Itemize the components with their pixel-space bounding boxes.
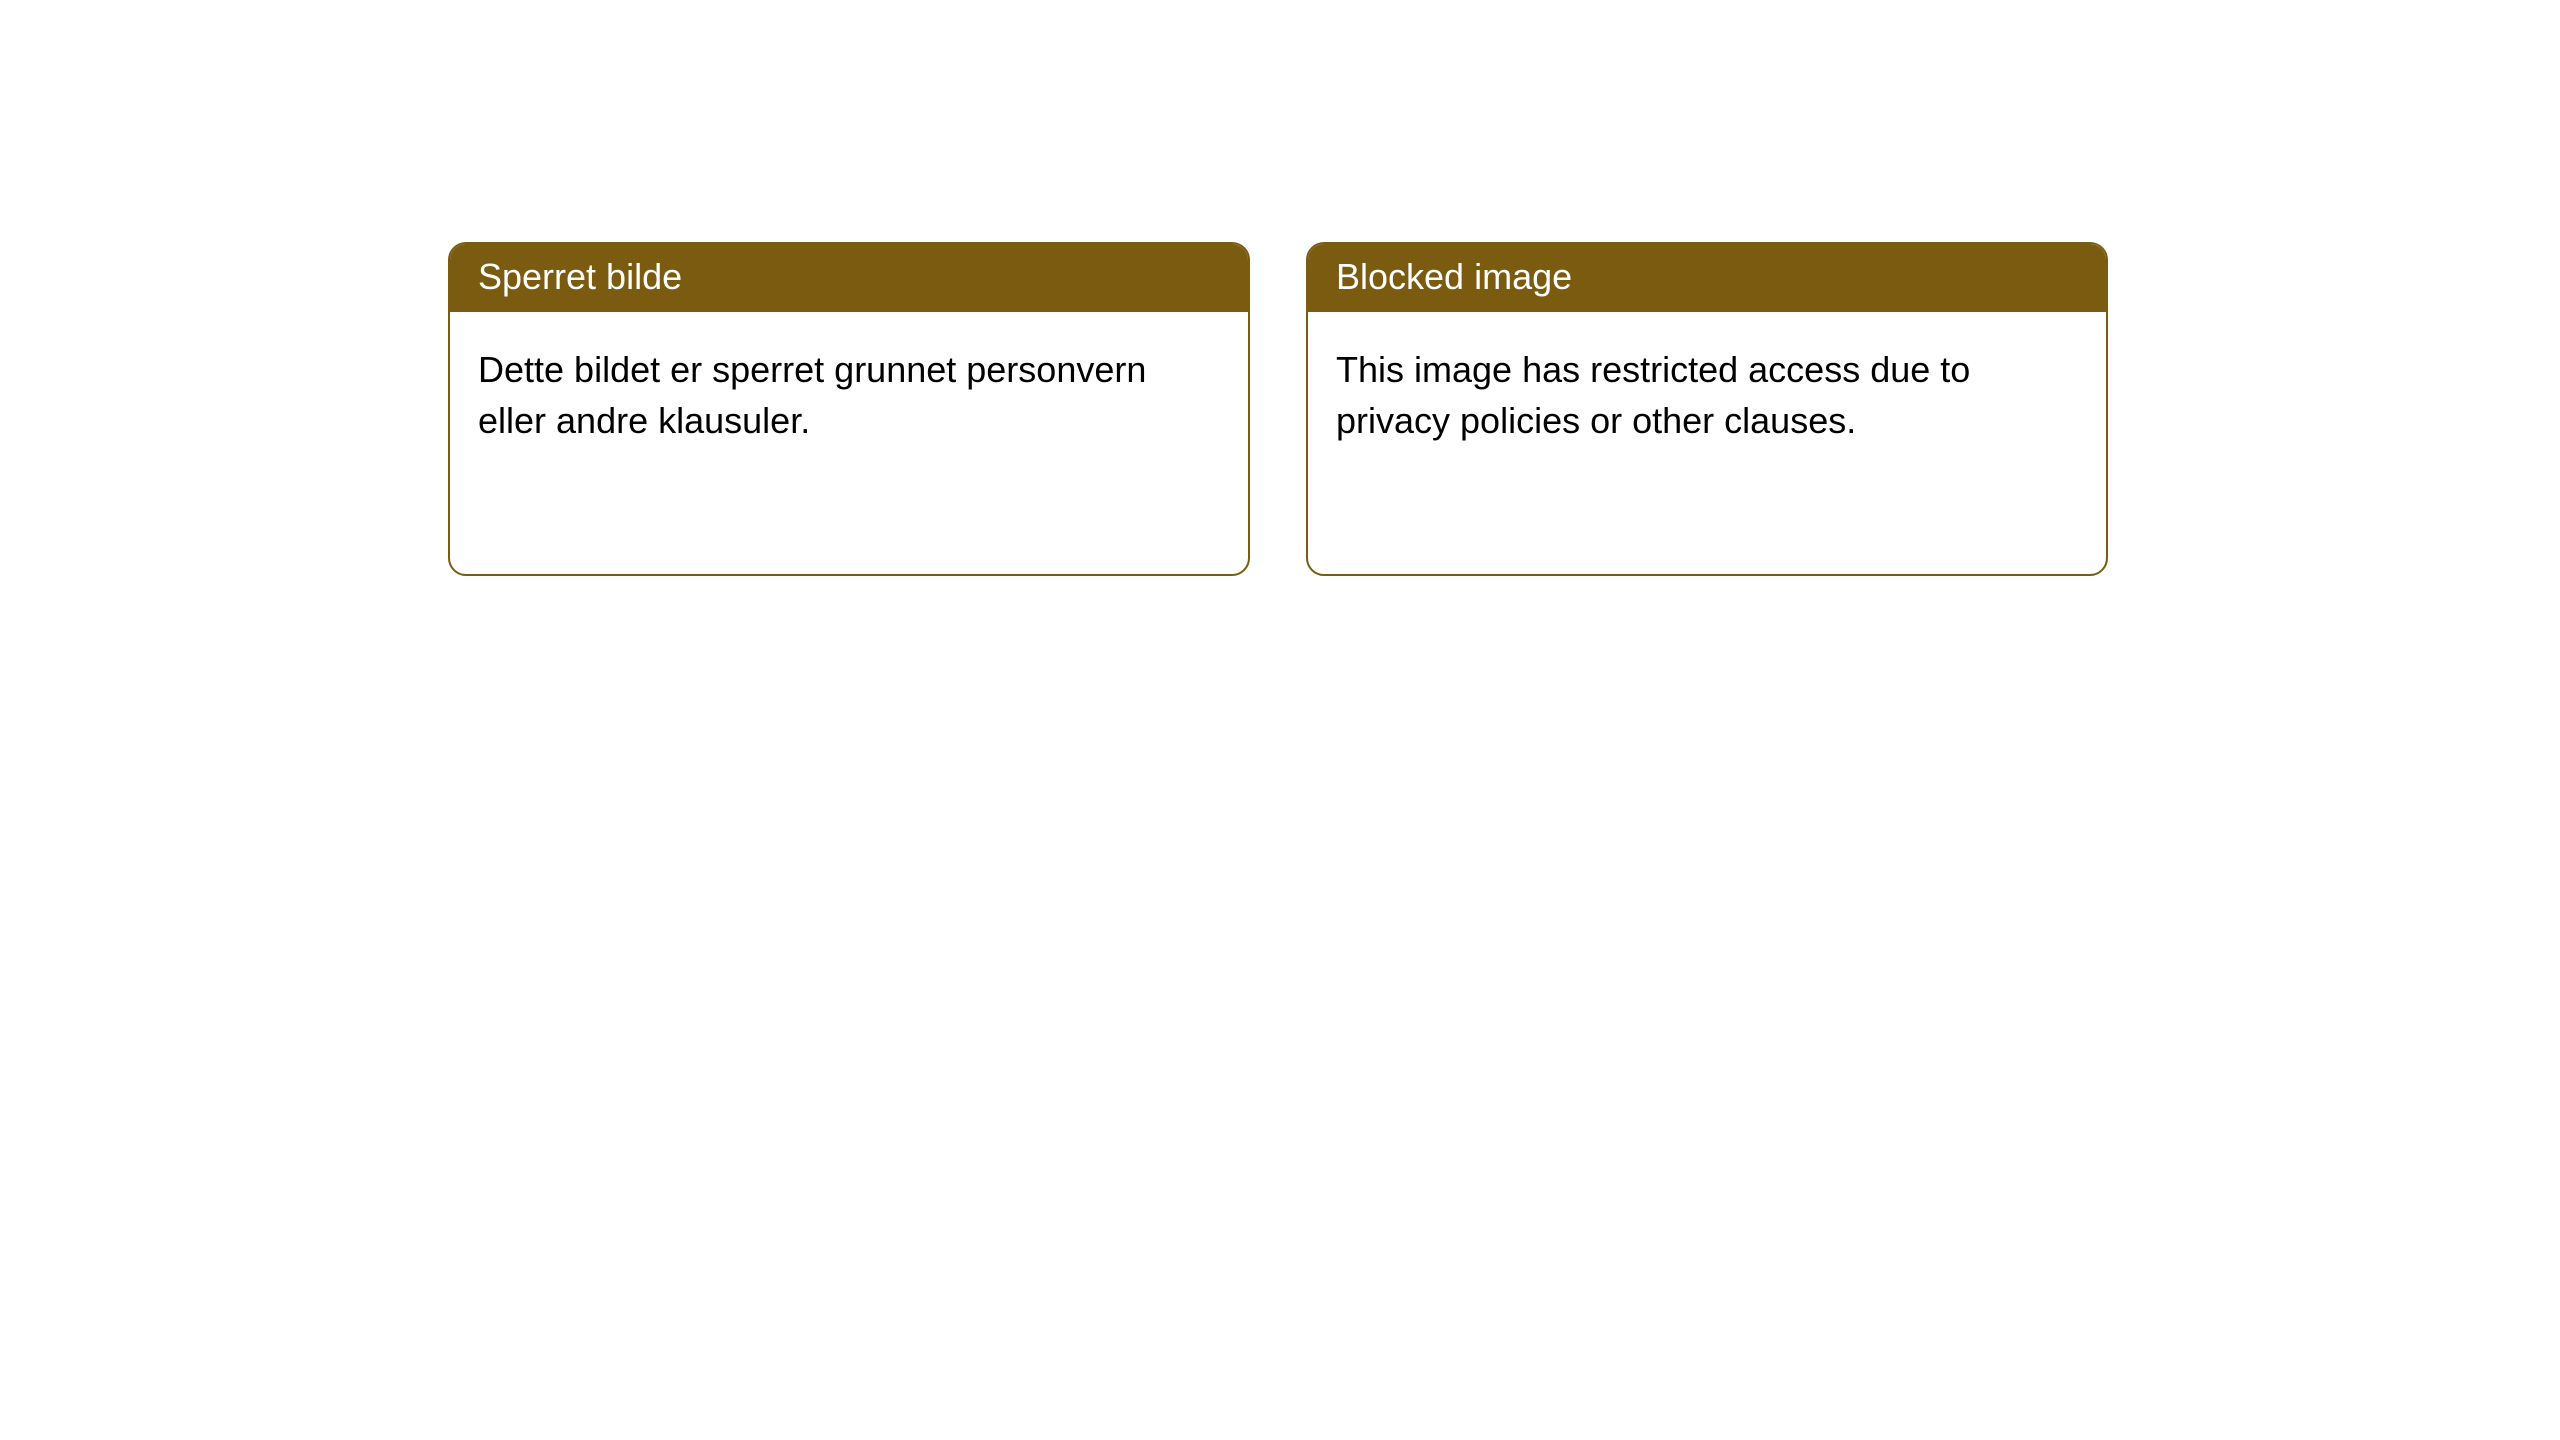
notice-card-norwegian: Sperret bilde Dette bildet er sperret gr… <box>448 242 1250 576</box>
notice-container: Sperret bilde Dette bildet er sperret gr… <box>0 0 2560 576</box>
notice-body: Dette bildet er sperret grunnet personve… <box>450 312 1248 474</box>
notice-header: Sperret bilde <box>450 244 1248 312</box>
notice-header: Blocked image <box>1308 244 2106 312</box>
notice-body: This image has restricted access due to … <box>1308 312 2106 474</box>
notice-card-english: Blocked image This image has restricted … <box>1306 242 2108 576</box>
